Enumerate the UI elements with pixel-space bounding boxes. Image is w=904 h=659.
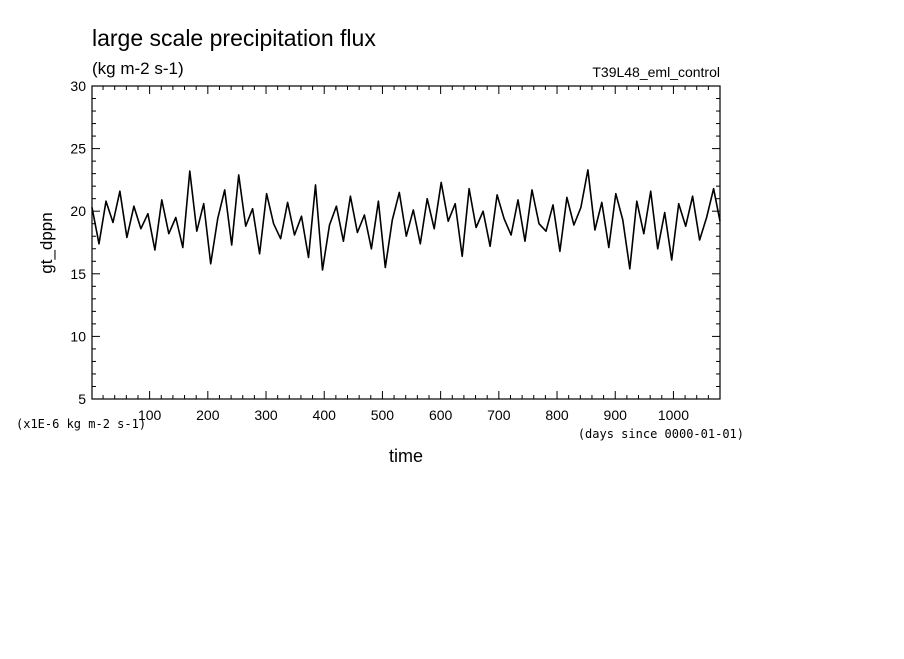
y-tick-label: 30 xyxy=(70,78,86,94)
x-tick-label: 1000 xyxy=(658,407,689,423)
y-tick-label: 20 xyxy=(70,203,86,219)
x-tick-label: 800 xyxy=(545,407,569,423)
chart-title: large scale precipitation flux xyxy=(92,25,376,51)
plot-frame xyxy=(91,85,721,400)
x-tick-label: 500 xyxy=(371,407,395,423)
series-line xyxy=(91,169,721,271)
x-tick-label: 300 xyxy=(254,407,278,423)
y-axis-units: (x1E-6 kg m-2 s-1) xyxy=(16,417,146,431)
x-tick-label: 200 xyxy=(196,407,220,423)
y-tick-label: 5 xyxy=(78,391,86,407)
experiment-label: T39L48_eml_control xyxy=(592,64,720,80)
x-axis-units: (days since 0000-01-01) xyxy=(578,427,744,441)
x-axis-ticks: 100 200 300 400 500 600 700 800 900 1000 xyxy=(102,86,721,423)
y-axis-ticks: 5 10 15 20 25 30 xyxy=(70,78,720,407)
y-axis-label: gt_dppn xyxy=(37,212,56,273)
x-axis-label: time xyxy=(389,446,423,466)
y-tick-label: 10 xyxy=(70,328,86,344)
x-tick-label: 100 xyxy=(138,407,162,423)
x-tick-label: 700 xyxy=(487,407,511,423)
x-tick-label: 900 xyxy=(604,407,628,423)
chart-subtitle: (kg m-2 s-1) xyxy=(92,59,184,78)
x-tick-label: 400 xyxy=(313,407,337,423)
y-tick-label: 15 xyxy=(70,266,86,282)
y-tick-label: 25 xyxy=(70,141,86,157)
x-tick-label: 600 xyxy=(429,407,453,423)
